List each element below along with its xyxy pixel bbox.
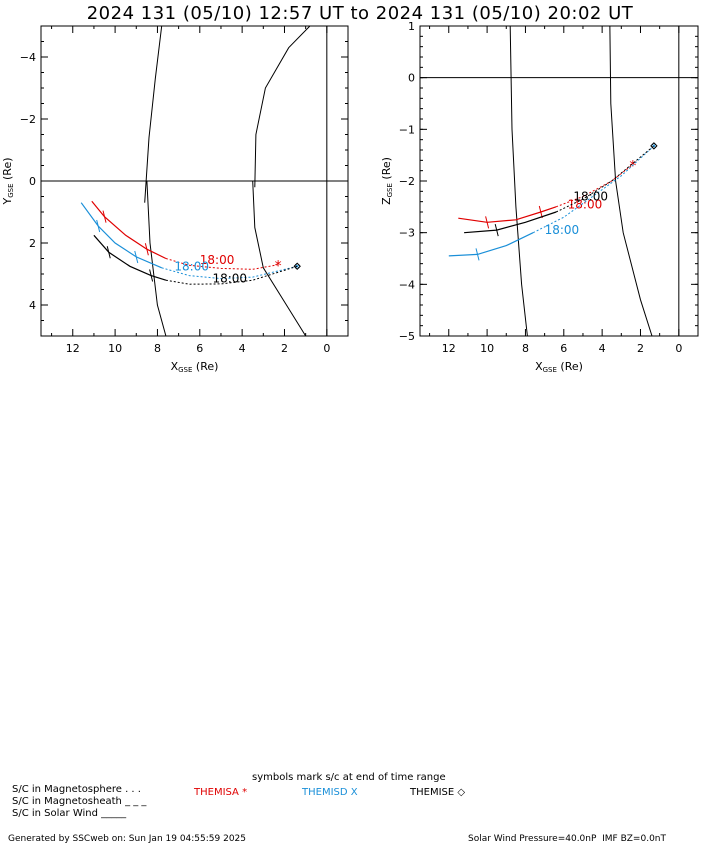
plot-frame [419,25,699,337]
y-tick-label: 2 [29,237,36,250]
y-tick-label: −2 [399,175,415,188]
themisd-hour-tick [475,248,480,261]
y-tick-label: −5 [399,330,415,343]
themise-track-solar-wind [464,211,557,234]
themisd-track-magnetosheath [161,265,298,280]
y-tick-label: −4 [399,278,415,291]
x-tick-label: 8 [154,342,161,355]
legend-themisd: THEMISD X [302,787,358,798]
y-tick-label: −1 [399,123,415,136]
themise-hour-tick [494,223,499,237]
themise-hour-tick [149,269,154,282]
y-tick-label: 1 [408,20,415,33]
x-tick-label: 12 [442,342,456,355]
y-tick-label: 0 [29,175,36,188]
y-tick-label: 4 [29,299,36,312]
x-tick-label: 10 [108,342,122,355]
themise-end-marker [293,262,301,270]
x-tick-label: 4 [599,342,606,355]
themise-time-label: 18:00 [212,272,247,286]
footer-solar-wind: Solar Wind Pressure=40.0nP IMF BZ=0.0nT [468,834,666,844]
legend-symbols-note: symbols mark s/c at end of time range [252,772,446,783]
y-tick-label: −4 [20,51,36,64]
boundary-curve [509,26,528,336]
themisd-hour-tick [96,219,101,233]
x-tick-label: 12 [66,342,80,355]
x-tick-label: 0 [323,342,330,355]
x-tick-label: 6 [560,342,567,355]
themisa-track-solar-wind [91,200,167,260]
themisa-hour-tick [485,216,490,229]
themisa-track-magnetosheath [165,258,279,270]
x-tick-label: 2 [637,342,644,355]
x-tick-label: 0 [675,342,682,355]
themisa-track-magnetosheath [555,164,634,208]
themisa-end-marker: * [275,259,282,275]
xy-orbit-panel: 12 10 8 6 4 2 0 −4 −2 0 2 4 XGSE (Re) YGSE (Re) * 18:00… [1,25,349,374]
themisd-track-solar-wind [448,232,534,257]
themisd-track-solar-wind [80,202,162,269]
themisa-hour-tick [538,205,543,219]
x-tick-label: 4 [239,342,246,355]
themise-track-solar-wind [93,234,167,281]
xz-orbit-panel: 12 10 8 6 4 2 0 −5 −4 −3 −2 −1 0 1 XGSE (Re) ZGSE (Re) *… [380,20,699,374]
legend-solar-wind: S/C in Solar Wind _____ [12,808,127,819]
boundary-curve [146,180,167,336]
themisd-time-label: 18:00 [545,223,580,237]
themisd-track-magnetosheath [532,145,655,234]
x-axis-label: XGSE (Re) [535,360,583,374]
boundary-curve [254,26,311,188]
themisa-time-label: 18:00 [200,253,235,267]
x-tick-label: 6 [196,342,203,355]
legend-themisa: THEMISA * [194,787,248,798]
footer-generated: Generated by SSCweb on: Sun Jan 19 04:55… [8,834,247,844]
x-tick-label: 10 [480,342,494,355]
y-axis-label: YGSE (Re) [1,157,15,205]
themisa-hour-tick [144,243,149,256]
themisa-end-marker: * [629,158,636,174]
themisa-time-label: 18:00 [568,197,603,211]
y-axis-label: ZGSE (Re) [380,157,394,205]
themisa-hour-tick [102,210,107,223]
plot-title: 2024 131 (05/10) 12:57 UT to 2024 131 (0… [86,3,634,24]
x-tick-label: 2 [281,342,288,355]
boundary-curve [252,180,307,336]
themise-time-label: 18:00 [573,190,608,204]
x-tick-label: 8 [522,342,529,355]
themisa-track-solar-wind [458,206,557,223]
legend-themise: THEMISE ◇ [410,787,466,798]
y-tick-label: 0 [408,72,415,85]
legend-magnetosphere: S/C in Magnetosphere . . . [12,784,141,795]
themise-hour-tick [106,246,111,259]
x-axis-label: XGSE (Re) [171,360,219,374]
themisd-time-label: 18:00 [174,259,209,273]
boundary-curve [144,26,163,203]
themisd-hour-tick [134,250,139,264]
boundary-curve [609,26,653,336]
y-tick-label: −2 [20,113,36,126]
y-tick-label: −3 [399,227,415,240]
themise-end-marker [650,142,658,150]
legend-magnetosheath: S/C in Magnetosheath _ _ _ [12,796,147,807]
